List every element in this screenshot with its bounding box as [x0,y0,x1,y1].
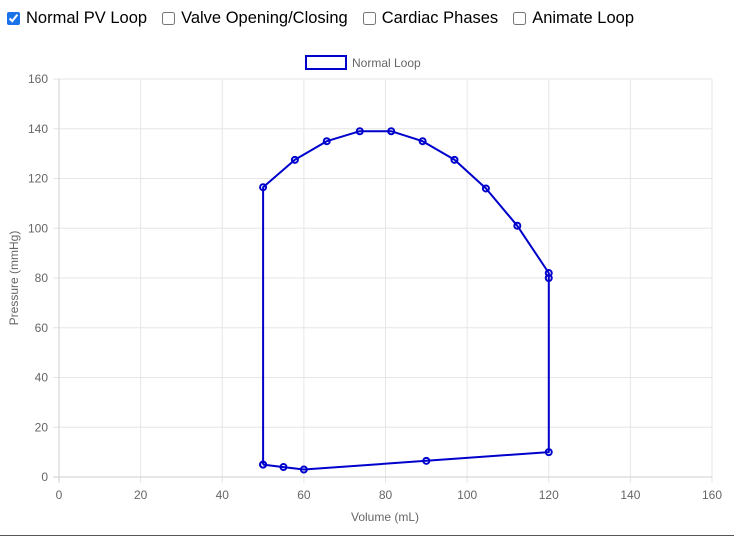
y-tick-label: 20 [35,420,49,434]
chart-legend[interactable]: Normal Loop [305,55,421,70]
chart-grid [53,78,713,483]
y-tick-label: 0 [41,470,48,484]
animate-loop-checkbox[interactable] [513,11,527,25]
x-tick-label: 40 [216,488,230,502]
data-point[interactable] [290,155,299,164]
data-point[interactable] [544,448,553,457]
animate-loop-label: Animate Loop [532,8,635,27]
data-point[interactable] [259,183,268,192]
valve-opening-closing-label: Valve Opening/Closing [181,8,348,27]
legend-label-normal-loop[interactable]: Normal Loop [352,56,421,70]
data-point[interactable] [418,137,427,146]
data-point[interactable] [355,127,364,136]
x-tick-label: 140 [620,488,640,502]
data-point[interactable] [422,456,431,465]
x-axis-label: Volume (mL) [351,510,419,524]
legend-swatch[interactable] [305,55,347,70]
x-tick-label: 80 [379,488,393,502]
data-point[interactable] [481,184,490,193]
y-axis-label: Pressure (mmHg) [7,231,21,326]
y-tick-label: 140 [28,122,48,136]
y-tick-label: 100 [28,221,48,235]
cardiac-phases-checkbox[interactable] [362,11,376,25]
data-point[interactable] [299,465,308,474]
x-tick-label: 100 [457,488,477,502]
y-tick-label: 120 [28,172,48,186]
x-tick-label: 0 [56,488,63,502]
normal-pv-loop-toggle[interactable]: Normal PV Loop [0,9,147,28]
y-tick-labels: 0 20 40 60 80 100 120 140 160 [28,72,48,484]
data-point[interactable] [544,269,553,278]
y-tick-label: 160 [28,72,48,86]
x-tick-label: 60 [297,488,311,502]
y-tick-label: 40 [35,371,49,385]
series-layer [259,127,553,474]
data-point[interactable] [450,155,459,164]
normal-pv-loop-label: Normal PV Loop [26,8,148,27]
valve-opening-closing-checkbox[interactable] [162,11,176,25]
data-point[interactable] [387,127,396,136]
x-tick-label: 160 [702,488,722,502]
control-bar: Normal PV Loop Valve Opening/Closing Car… [0,6,642,30]
y-tick-label: 60 [35,321,49,335]
x-tick-labels: 0 20 40 60 80 100 120 140 160 [56,488,723,502]
data-point[interactable] [513,221,522,230]
valve-opening-closing-toggle[interactable]: Valve Opening/Closing [155,9,348,28]
cardiac-phases-label: Cardiac Phases [381,8,499,27]
x-tick-label: 20 [134,488,148,502]
x-tick-label: 120 [539,488,559,502]
chart-axes [53,79,712,483]
data-point[interactable] [259,460,268,469]
animate-loop-toggle[interactable]: Animate Loop [506,9,634,28]
data-point[interactable] [322,137,331,146]
data-point[interactable] [544,274,553,282]
y-tick-label: 80 [35,271,49,285]
series-line-normal-loop [262,130,550,471]
normal-pv-loop-checkbox[interactable] [7,11,20,25]
cardiac-phases-toggle[interactable]: Cardiac Phases [356,9,498,28]
data-point[interactable] [279,463,288,472]
